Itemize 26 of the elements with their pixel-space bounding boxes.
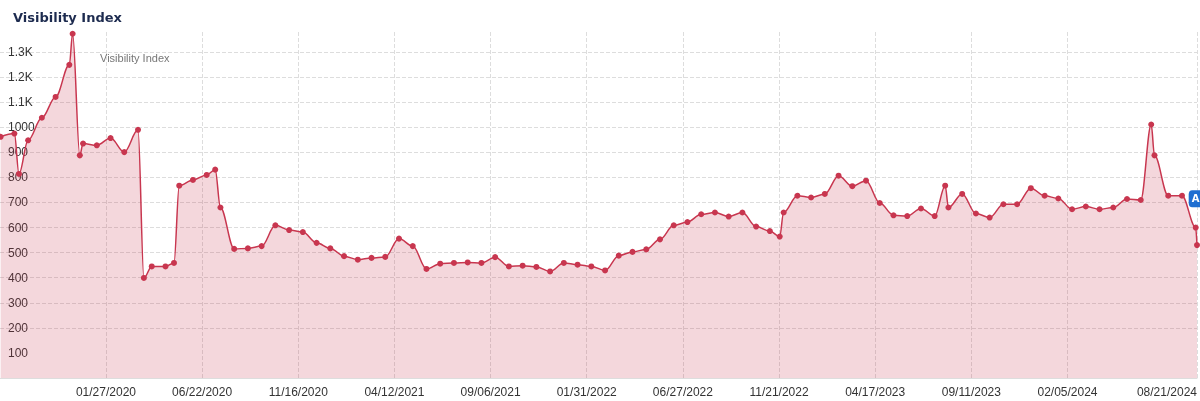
y-tick-label: 1000: [8, 120, 36, 135]
x-tick-label: 06/22/2020: [172, 385, 233, 399]
y-tick-label: 200: [8, 320, 29, 335]
x-tick-label: 09/11/2023: [941, 385, 1002, 399]
x-tick-label: 02/05/2024: [1037, 385, 1098, 399]
y-tick-label: 100: [8, 345, 29, 360]
chart-title: Visibility Index: [13, 10, 123, 25]
y-tick-label: 1.1K: [8, 95, 33, 110]
x-tick-label: 01/31/2022: [556, 385, 618, 399]
y-tick-label: 1.2K: [8, 70, 33, 85]
x-tick-label: 04/17/2023: [845, 385, 906, 399]
y-tick-label: 1.3K: [8, 45, 33, 60]
y-tick-label: 300: [8, 295, 29, 310]
x-tick-label: 01/27/2020: [75, 385, 137, 399]
y-tick-label: 400: [8, 270, 29, 285]
x-tick-label: 08/21/2024: [1136, 385, 1198, 399]
x-tick-label: 11/16/2020: [268, 385, 329, 399]
x-tick-label: 06/27/2022: [652, 385, 714, 399]
y-tick-label: 500: [8, 245, 29, 260]
annotation: A: [1191, 193, 1200, 205]
annotation: Visibility Index: [100, 51, 170, 64]
x-tick-label: 09/06/2021: [460, 385, 521, 399]
x-tick-label: 11/21/2022: [749, 385, 809, 399]
y-tick-label: 600: [8, 220, 29, 235]
y-tick-label: 700: [8, 195, 29, 210]
x-tick-label: 04/12/2021: [364, 385, 425, 399]
